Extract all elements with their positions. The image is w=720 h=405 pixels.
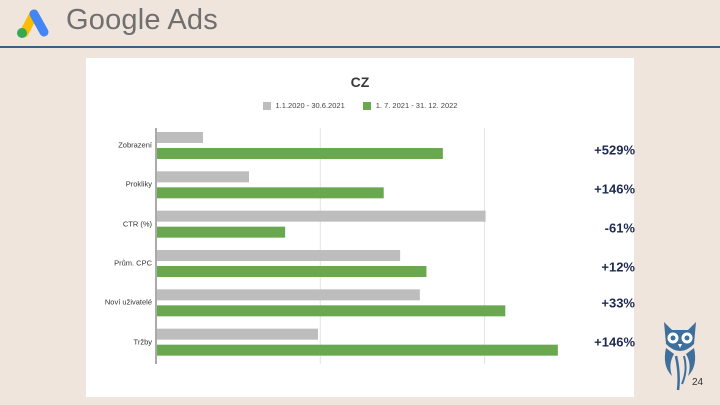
- header-divider: [0, 46, 720, 48]
- google-ads-logo-icon: [17, 9, 49, 38]
- change-label-4: +12%: [601, 259, 635, 275]
- bar-1-1: [157, 132, 203, 143]
- chart-legend: 1.1.2020 - 30.6.2021 1. 7. 2021 - 31. 12…: [86, 101, 634, 110]
- category-label-3: CTR (%): [122, 219, 152, 229]
- change-label-6: +146%: [594, 334, 635, 350]
- owl-logo-icon: [664, 322, 696, 391]
- legend-label-series-1: 1.1.2020 - 30.6.2021: [275, 101, 345, 110]
- category-label-5: Noví uživatelé: [104, 297, 152, 307]
- logo-text: Google Ads: [66, 4, 218, 36]
- bar-2-1: [157, 148, 443, 159]
- change-label-1: +529%: [594, 142, 635, 158]
- change-label-3: -61%: [604, 220, 635, 236]
- legend-label-series-2: 1. 7. 2021 - 31. 12. 2022: [375, 101, 458, 110]
- change-label-5: +33%: [601, 295, 635, 311]
- bar-chart: [155, 128, 558, 364]
- bar-1-5: [157, 289, 420, 301]
- legend-swatch-series-1: [262, 101, 271, 110]
- bar-2-3: [157, 226, 286, 238]
- chart-panel: CZ 1.1.2020 - 30.6.2021 1. 7. 2021 - 31.…: [86, 58, 635, 397]
- bar-1-4: [157, 250, 401, 261]
- bar-2-2: [157, 187, 384, 199]
- change-label-2: +146%: [594, 181, 635, 197]
- bar-1-6: [157, 328, 318, 340]
- bar-1-3: [157, 210, 486, 222]
- category-label-4: Prům. CPC: [114, 258, 152, 268]
- bar-2-6: [157, 344, 558, 356]
- legend-item-series-1: 1.1.2020 - 30.6.2021: [262, 101, 345, 110]
- page-number: 24: [692, 377, 704, 388]
- bar-2-5: [157, 305, 506, 317]
- legend-swatch-series-2: [362, 101, 371, 110]
- category-label-6: Tržby: [133, 337, 152, 347]
- bar-1-2: [157, 171, 249, 183]
- category-label-2: Prokliky: [125, 179, 152, 189]
- slide-header: Google Ads: [0, 0, 720, 48]
- bar-2-4: [157, 266, 427, 277]
- legend-item-series-2: 1. 7. 2021 - 31. 12. 2022: [362, 101, 458, 110]
- category-label-1: Zobrazení: [118, 140, 152, 150]
- chart-title: CZ: [350, 74, 370, 90]
